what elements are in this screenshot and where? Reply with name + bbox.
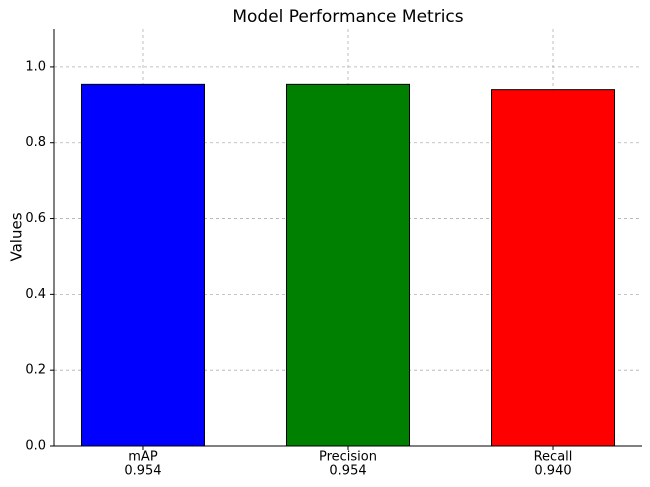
x-tick-label: Recall [534, 450, 573, 465]
bar [491, 89, 616, 447]
y-axis-label: Values [8, 212, 26, 261]
value-label: 0.954 [124, 464, 161, 479]
value-label: 0.954 [329, 464, 366, 479]
x-tick-label: Precision [319, 450, 377, 465]
x-tick-label: mAP [128, 450, 158, 465]
chart-title: Model Performance Metrics [232, 7, 463, 27]
bar [285, 83, 411, 447]
value-label: 0.940 [534, 464, 571, 479]
y-tick-label: 0.6 [25, 211, 46, 226]
y-tick-label: 0.8 [25, 135, 46, 150]
y-tick-label: 1.0 [25, 59, 46, 74]
y-tick-label: 0.0 [25, 439, 46, 454]
y-tick-label: 0.4 [25, 287, 46, 302]
bar [80, 83, 205, 447]
y-tick-label: 0.2 [25, 363, 46, 378]
